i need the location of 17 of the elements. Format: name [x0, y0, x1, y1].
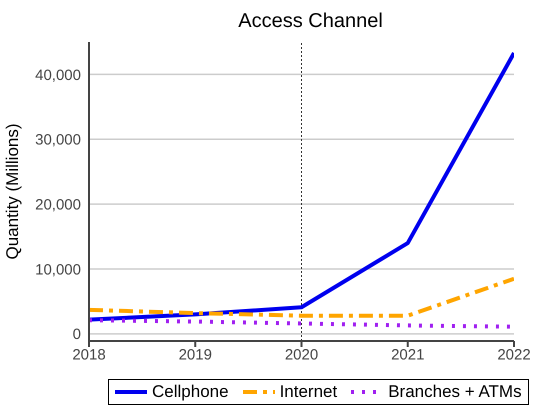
legend-label: Branches + ATMs	[388, 382, 522, 402]
legend-label: Internet	[280, 382, 338, 402]
y-tick-label: 30,000	[35, 132, 81, 149]
legend-label: Cellphone	[152, 382, 229, 402]
y-tick-label: 0	[72, 326, 81, 344]
chart-title: Access Channel	[237, 10, 384, 33]
x-tick-label: 2021	[391, 346, 424, 364]
x-tick-label: 2020	[284, 346, 318, 364]
y-axis-title: Quantity (Millions)	[3, 123, 22, 260]
x-tick-label: 2022	[497, 346, 531, 364]
y-tick-label: 40,000	[35, 66, 81, 84]
y-tick-label: 10,000	[35, 261, 81, 278]
x-tick-label: 2019	[178, 346, 212, 364]
y-tick-label: 20,000	[35, 196, 81, 214]
line-series	[89, 51, 514, 322]
line-series	[89, 276, 514, 318]
x-tick-label: 2018	[72, 346, 106, 364]
